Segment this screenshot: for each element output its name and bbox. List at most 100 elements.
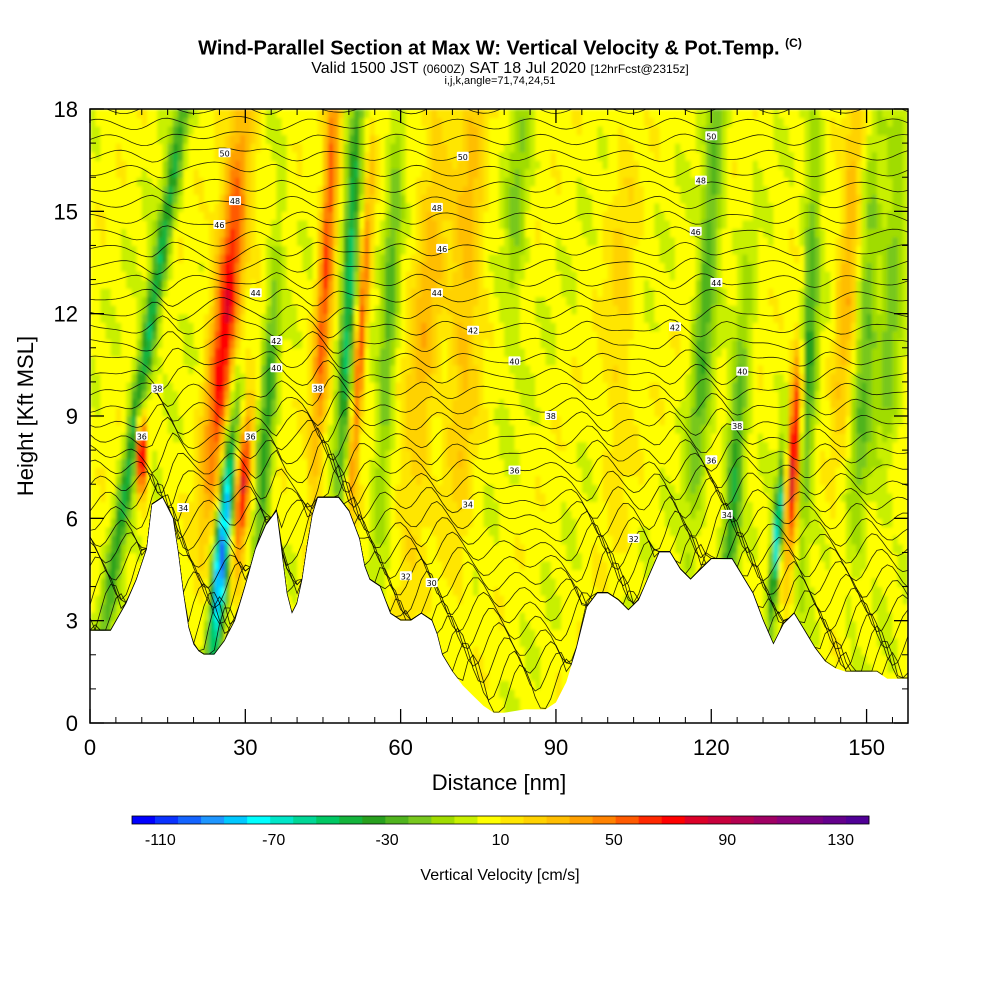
theta-contour-line <box>90 496 908 588</box>
colorbar-swatch <box>385 816 409 824</box>
contour-label: 34 <box>177 503 190 513</box>
colorbar-swatch <box>178 816 202 824</box>
x-tick-label: 120 <box>693 735 730 760</box>
colorbar-swatch <box>753 816 778 824</box>
terrain-mask <box>90 497 908 723</box>
colorbar-swatch <box>730 816 755 824</box>
contour-label: 38 <box>311 383 324 394</box>
theta-contour-line <box>90 312 908 339</box>
colorbar-swatch <box>132 816 156 824</box>
x-tick-label: 0 <box>84 735 96 760</box>
theta-contour-line <box>90 194 908 210</box>
y-axis-title: Height [Kft MSL] <box>13 336 38 496</box>
theta-contour-line <box>90 496 908 634</box>
colorbar-tick-label: -70 <box>262 832 285 849</box>
theta-contour-line <box>90 147 908 163</box>
colorbar-swatch <box>155 816 179 824</box>
theta-contour-line <box>90 496 908 624</box>
contour-label: 42 <box>270 336 283 346</box>
colorbar-swatch <box>247 816 271 824</box>
theta-contour-line <box>90 375 908 407</box>
x-tick-label: 90 <box>544 735 568 760</box>
contour-label: 50 <box>218 148 231 158</box>
contour-label: 44 <box>249 288 262 298</box>
contour-label: 34 <box>720 509 733 520</box>
colorbar-swatch <box>707 816 732 824</box>
contour-label: 32 <box>627 533 640 544</box>
theta-contour-line <box>90 464 908 523</box>
contour-label: 42 <box>669 322 681 332</box>
theta-contour-line <box>90 286 908 307</box>
contour-label: 48 <box>694 175 707 186</box>
contour-label: 44 <box>710 278 723 288</box>
contour-label: 50 <box>456 151 469 162</box>
colorbar-swatch <box>339 816 363 824</box>
contour-label: 36 <box>705 455 718 465</box>
contour-label: 36 <box>508 465 521 476</box>
chart-subtitle: Valid 1500 JST (0600Z) SAT 18 Jul 2020 [… <box>311 60 689 77</box>
x-tick-label: 150 <box>848 735 885 760</box>
x-axis-title: Distance [nm] <box>432 770 567 795</box>
theta-contour-line <box>90 209 908 226</box>
theta-contour-line <box>90 297 908 323</box>
theta-contour-line <box>90 427 908 478</box>
theta-contour-line <box>90 225 908 247</box>
colorbar-swatch <box>293 816 317 824</box>
colorbar-swatch <box>822 816 847 824</box>
contour-label: 46 <box>436 243 449 254</box>
colorbar-swatch <box>477 816 501 824</box>
colorbar-swatch <box>661 816 686 824</box>
colorbar-swatch <box>799 816 824 824</box>
colorbar-swatch <box>523 816 547 824</box>
theta-contour-line <box>90 494 908 559</box>
colorbar-swatch <box>638 816 663 824</box>
theta-contour-line <box>90 331 908 354</box>
colorbar-swatch <box>592 816 617 824</box>
colorbar-tick-label: 10 <box>492 832 510 849</box>
y-tick-label: 15 <box>54 199 78 224</box>
colorbar-swatch <box>454 816 478 824</box>
theta-contour-line <box>90 496 908 609</box>
contour-label: 32 <box>399 571 412 581</box>
colorbar-tick-label: 130 <box>827 832 854 849</box>
theta-contour-line <box>90 403 908 443</box>
colorbar-frame <box>131 815 870 825</box>
y-tick-label: 12 <box>54 302 78 327</box>
theta-contour-line <box>90 453 908 509</box>
contour-label: 30 <box>425 578 438 588</box>
theta-contour-line <box>90 416 908 461</box>
colorbar-swatch <box>546 816 570 824</box>
colorbar-swatch <box>270 816 294 824</box>
contour-label: 36 <box>135 431 148 442</box>
contour-label: 36 <box>244 431 257 442</box>
y-tick-label: 0 <box>66 711 78 736</box>
contour-label: 38 <box>151 383 164 394</box>
colorbar: -110 -70 -30 10 50 90 130 <box>131 815 870 849</box>
colorbar-swatch <box>316 816 340 824</box>
contour-label: 40 <box>736 366 749 377</box>
contour-label: 46 <box>689 226 702 237</box>
theta-contour-line <box>90 391 908 427</box>
theta-contour-line <box>90 496 908 572</box>
contour-label: 38 <box>731 421 744 431</box>
colorbar-tick-label: -110 <box>145 832 176 849</box>
colorbar-swatch <box>845 816 870 824</box>
plot-area: 50 50 50 48 48 48 46 46 46 44 44 44 42 42 42 40 40 40 38 38… <box>90 109 908 723</box>
colorbar-label: Vertical Velocity [cm/s] <box>420 867 579 884</box>
theta-contour-line <box>90 131 908 147</box>
contour-label: 40 <box>508 356 521 366</box>
theta-contour-line <box>90 161 908 179</box>
theta-contour-line <box>90 241 908 264</box>
colorbar-swatch <box>201 816 225 824</box>
contour-label: 34 <box>461 499 474 510</box>
x-tick-label: 30 <box>233 735 257 760</box>
theta-contour-line <box>90 178 908 194</box>
y-tick-label: 18 <box>54 97 78 122</box>
colorbar-swatch <box>776 816 801 824</box>
contour-label: 48 <box>430 202 443 213</box>
colorbar-swatch <box>408 816 432 824</box>
potential-temperature-contours <box>90 109 908 713</box>
contour-label: 42 <box>467 325 480 336</box>
contour-label: 44 <box>430 288 443 298</box>
